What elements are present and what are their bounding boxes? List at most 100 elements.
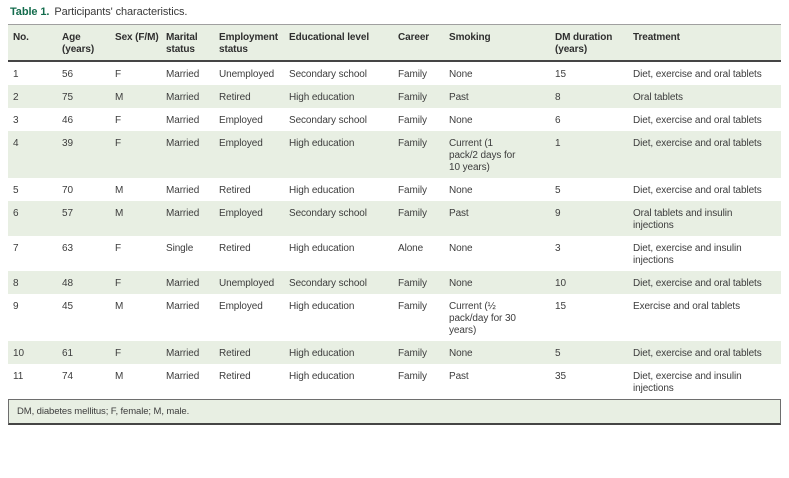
table-cell: 45 bbox=[62, 301, 73, 312]
table-cell: Family bbox=[398, 115, 427, 126]
table-cell: M bbox=[115, 371, 124, 382]
table-cell: Married bbox=[166, 348, 200, 359]
table-cell: None bbox=[449, 69, 473, 80]
table-cell: None bbox=[449, 115, 473, 126]
table-cell: Secondary school bbox=[289, 115, 367, 126]
participants-table: No. Age (years) Sex (F/M) Marital status Emp… bbox=[8, 24, 781, 399]
table-cell: Married bbox=[166, 301, 200, 312]
table-cell: Diet, exercise and oral tablets bbox=[633, 278, 762, 289]
table-cell: High education bbox=[289, 185, 355, 196]
table-cell: 48 bbox=[62, 278, 73, 289]
table-cell: Oral tablets bbox=[633, 92, 683, 103]
column-header: Sex (F/M) bbox=[115, 32, 159, 43]
table-cell: Single bbox=[166, 243, 194, 254]
table-body: 1 56 F Married Unemployed Secondary school Fam… bbox=[8, 61, 781, 399]
table-cell: 3 bbox=[13, 115, 19, 126]
table-cell: 9 bbox=[555, 208, 561, 219]
column-header: No. bbox=[13, 32, 29, 43]
table-cell: Retired bbox=[219, 92, 251, 103]
table-cell: F bbox=[115, 278, 122, 289]
table-cell: High education bbox=[289, 92, 355, 103]
table-cell: Current (1 pack/2 days for 10 years) bbox=[449, 138, 516, 173]
table-cell: Employed bbox=[219, 138, 263, 149]
column-header: Age (years) bbox=[62, 32, 95, 55]
table-cell: Diet, exercise and oral tablets bbox=[633, 348, 762, 359]
table-cell: 46 bbox=[62, 115, 73, 126]
table-cell: 2 bbox=[13, 92, 19, 103]
table-figure: Table 1. Participants' characteristics. N… bbox=[8, 5, 781, 425]
table-row: 5 70 M Married Retired High education Family No… bbox=[8, 178, 781, 201]
table-cell: Past bbox=[449, 208, 469, 219]
table-row: 11 74 M Married Retired High education Family P… bbox=[8, 364, 781, 399]
table-cell: Employed bbox=[219, 115, 263, 126]
table-cell: Married bbox=[166, 278, 200, 289]
column-header: Educational level bbox=[289, 32, 369, 43]
table-cell: Married bbox=[166, 138, 200, 149]
table-caption: Table 1. Participants' characteristics. bbox=[10, 5, 781, 19]
table-cell: Family bbox=[398, 69, 427, 80]
table-cell: 56 bbox=[62, 69, 73, 80]
table-cell: 35 bbox=[555, 371, 566, 382]
table-cell: Diet, exercise and oral tablets bbox=[633, 185, 762, 196]
table-cell: High education bbox=[289, 138, 355, 149]
table-cell: Family bbox=[398, 348, 427, 359]
table-cell: Unemployed bbox=[219, 278, 275, 289]
table-cell: Oral tablets and insulin injections bbox=[633, 208, 733, 231]
table-row: 7 63 F Single Retired High education Alone None… bbox=[8, 236, 781, 271]
table-row: 3 46 F Married Employed Secondary school Famil… bbox=[8, 108, 781, 131]
table-row: 6 57 M Married Employed Secondary school Famil… bbox=[8, 201, 781, 236]
table-cell: Married bbox=[166, 371, 200, 382]
table-cell: F bbox=[115, 69, 122, 80]
table-cell: Diet, exercise and insulin injections bbox=[633, 243, 742, 266]
table-cell: 5 bbox=[13, 185, 19, 196]
table-cell: None bbox=[449, 348, 473, 359]
table-cell: 39 bbox=[62, 138, 73, 149]
table-cell: F bbox=[115, 115, 122, 126]
table-cell: Family bbox=[398, 208, 427, 219]
table-cell: Alone bbox=[398, 243, 424, 254]
table-row: 2 75 M Married Retired High education Family Pa… bbox=[8, 85, 781, 108]
table-cell: Employed bbox=[219, 208, 263, 219]
table-cell: M bbox=[115, 185, 124, 196]
table-cell: Secondary school bbox=[289, 278, 367, 289]
table-cell: 4 bbox=[13, 138, 19, 149]
table-header-row: No. Age (years) Sex (F/M) Marital status Emp… bbox=[8, 24, 781, 61]
table-cell: Married bbox=[166, 69, 200, 80]
table-cell: Family bbox=[398, 278, 427, 289]
column-header: Marital status bbox=[166, 32, 198, 55]
table-cell: Retired bbox=[219, 185, 251, 196]
table-cell: Diet, exercise and oral tablets bbox=[633, 115, 762, 126]
table-row: 1 56 F Married Unemployed Secondary school Fam… bbox=[8, 61, 781, 85]
table-cell: None bbox=[449, 278, 473, 289]
table-cell: Married bbox=[166, 115, 200, 126]
table-cell: 1 bbox=[555, 138, 561, 149]
table-cell: Diet, exercise and oral tablets bbox=[633, 138, 762, 149]
table-cell: 70 bbox=[62, 185, 73, 196]
table-cell: High education bbox=[289, 348, 355, 359]
table-cell: F bbox=[115, 348, 122, 359]
table-caption-label: Table 1. bbox=[10, 6, 50, 18]
table-cell: Employed bbox=[219, 301, 263, 312]
table-cell: Retired bbox=[219, 348, 251, 359]
table-row: 8 48 F Married Unemployed Secondary school Fam… bbox=[8, 271, 781, 294]
table-cell: 15 bbox=[555, 301, 566, 312]
column-header: Career bbox=[398, 32, 430, 43]
footnote-text: DM, diabetes mellitus; F, female; M, mal… bbox=[17, 406, 190, 417]
table-cell: None bbox=[449, 243, 473, 254]
table-cell: Family bbox=[398, 185, 427, 196]
table-cell: 1 bbox=[13, 69, 19, 80]
table-cell: F bbox=[115, 138, 122, 149]
table-cell: Diet, exercise and oral tablets bbox=[633, 69, 762, 80]
table-cell: 5 bbox=[555, 348, 561, 359]
table-cell: M bbox=[115, 301, 124, 312]
table-cell: None bbox=[449, 185, 473, 196]
table-cell: Secondary school bbox=[289, 69, 367, 80]
table-cell: 6 bbox=[13, 208, 19, 219]
column-header: Treatment bbox=[633, 32, 680, 43]
table-cell: High education bbox=[289, 243, 355, 254]
table-cell: Family bbox=[398, 138, 427, 149]
table-cell: 11 bbox=[13, 371, 24, 382]
table-cell: 63 bbox=[62, 243, 73, 254]
table-cell: 3 bbox=[555, 243, 561, 254]
table-cell: 6 bbox=[555, 115, 561, 126]
